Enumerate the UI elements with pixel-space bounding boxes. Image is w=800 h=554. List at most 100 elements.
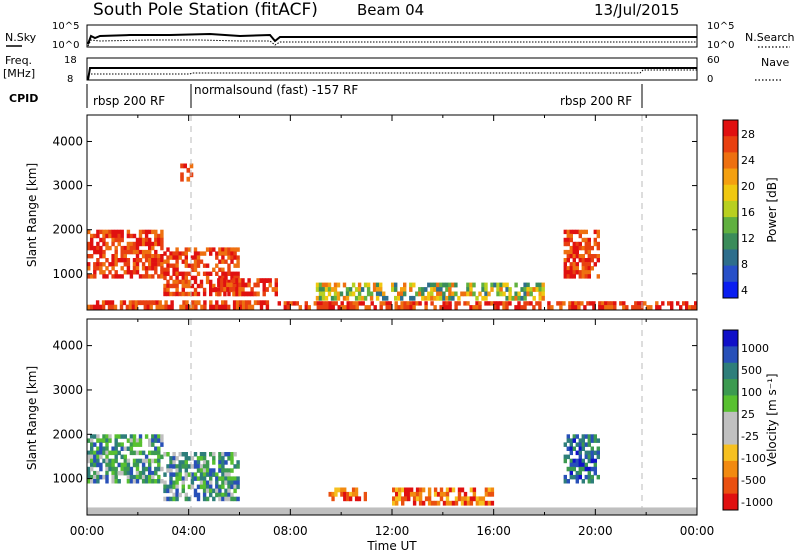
echo-cell [587, 266, 591, 271]
echo-cell [190, 263, 195, 268]
nsearch-tick-top: 10^5 [707, 21, 734, 32]
echo-cell [572, 249, 576, 255]
echo-cell [520, 287, 524, 292]
echo-cell [575, 262, 579, 267]
xtick-label: 08:00 [273, 524, 308, 538]
echo-cell [336, 282, 341, 288]
echo-cell [327, 287, 332, 292]
echo-region [563, 434, 600, 484]
colorbar-segment [723, 249, 738, 267]
echo-cell [577, 301, 581, 306]
echo-cell [233, 271, 237, 276]
echo-cell [212, 456, 216, 461]
echo-cell [569, 438, 573, 443]
echo-cell [194, 300, 198, 306]
echo-cell [93, 462, 97, 468]
echo-cell [559, 305, 563, 310]
echo-cell [343, 305, 347, 310]
echo-cell [691, 305, 695, 310]
echo-cell [448, 291, 452, 297]
echo-cell [596, 274, 600, 279]
echo-cell [164, 304, 168, 310]
echo-cell [175, 291, 179, 297]
echo-cell [340, 305, 344, 310]
freq-tick-top: 18 [64, 55, 77, 66]
echo-cell [202, 271, 207, 276]
echo-cell [418, 287, 422, 292]
echo-cell [111, 233, 115, 239]
echo-cell [114, 262, 118, 267]
echo-cell [114, 233, 118, 239]
echo-cell [185, 304, 189, 310]
echo-cell [244, 304, 249, 310]
echo-cell [93, 274, 97, 279]
echo-cell [556, 301, 560, 306]
echo-cell [445, 301, 449, 306]
echo-cell [120, 249, 124, 255]
echo-cell [99, 466, 103, 472]
echo-cell [126, 266, 131, 271]
echo-cell [96, 446, 100, 451]
echo-cell [499, 301, 503, 306]
echo-cell [178, 472, 182, 477]
echo-cell [262, 278, 266, 283]
echo-cell [93, 454, 97, 460]
echo-cell [538, 301, 542, 306]
echo-cell [218, 488, 222, 494]
echo-cell [424, 305, 428, 310]
echo-cell [469, 287, 473, 292]
echo-cell [105, 229, 109, 235]
echo-cell [661, 301, 665, 306]
echo-cell [96, 249, 100, 255]
echo-cell [583, 305, 587, 310]
echo-cell [125, 304, 130, 310]
echo-cell [212, 468, 216, 473]
echo-cell [694, 305, 698, 310]
echo-cell [105, 233, 109, 239]
echo-cell [581, 438, 585, 443]
echo-cell [286, 301, 290, 306]
velocity-colorbar-label: Velocity [m s⁻¹] [765, 373, 779, 466]
echo-cell [298, 305, 302, 310]
echo-cell [141, 237, 146, 243]
echo-cell [622, 305, 626, 310]
echo-cell [379, 301, 383, 306]
echo-cell [469, 487, 474, 493]
echo-cell [490, 301, 494, 306]
echo-cell [215, 255, 219, 260]
echo-cell [178, 464, 182, 469]
echo-cell [415, 496, 420, 502]
echo-cell [126, 479, 131, 484]
echo-cell [129, 446, 134, 451]
echo-cell [496, 287, 500, 292]
echo-cell [120, 245, 124, 251]
echo-cell [233, 476, 237, 481]
echo-cell [532, 287, 536, 292]
echo-cell [96, 262, 100, 267]
echo-cell [581, 229, 585, 235]
echo-cell [230, 496, 234, 502]
echo-cell [584, 270, 588, 275]
colorbar-tick-label: 12 [741, 232, 755, 245]
cpid-segment-3: rbsp 200 RF [560, 94, 632, 108]
echo-cell [99, 245, 103, 251]
colorbar-segment [723, 265, 738, 283]
echo-cell [259, 300, 264, 306]
echo-cell [146, 300, 150, 306]
echo-cell [569, 458, 573, 464]
echo-cell [105, 454, 109, 460]
echo-cell [460, 496, 465, 502]
echo-cell [111, 229, 115, 235]
echo-cell [160, 245, 164, 251]
echo-cell [313, 301, 317, 306]
echo-cell [221, 468, 225, 473]
echo-cell [140, 300, 144, 306]
echo-cell [218, 496, 222, 502]
echo-cell [141, 266, 146, 271]
echo-cell [244, 291, 248, 297]
nsky-label: N.Sky [5, 31, 37, 44]
echo-cell [193, 476, 198, 481]
echo-cell [178, 460, 182, 465]
echo-cell [101, 300, 106, 306]
echo-cell [160, 237, 164, 243]
